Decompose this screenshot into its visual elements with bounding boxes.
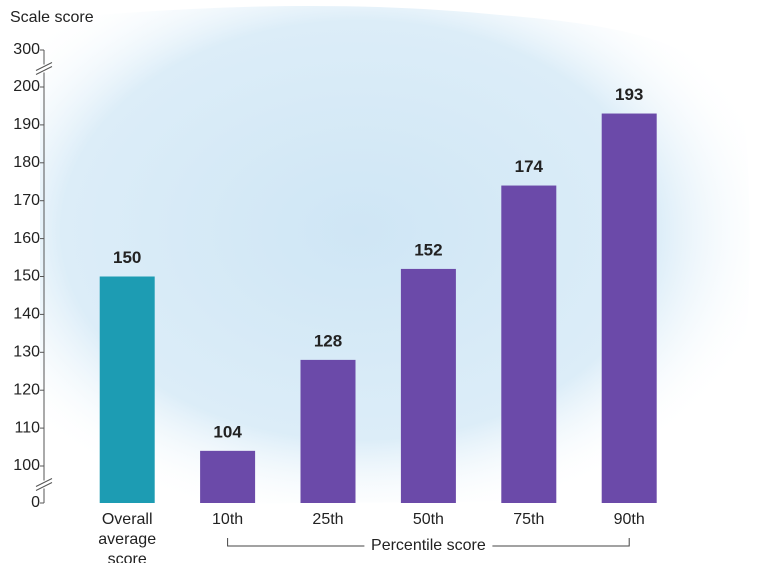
axis-break-gap (38, 64, 50, 73)
bar (400, 268, 456, 503)
y-tick-label: 150 (13, 268, 40, 285)
y-tick-label: 170 (13, 192, 40, 209)
axis-break (35, 66, 53, 75)
x-tick-label: 50th (412, 511, 444, 528)
x-tick-label: 90th (613, 511, 645, 528)
bracket (227, 538, 630, 547)
y-axis-label: Scale score (10, 9, 94, 26)
value-label: 152 (414, 240, 442, 259)
value-label: 150 (113, 248, 141, 267)
bar (99, 276, 155, 503)
axis-break (35, 62, 53, 71)
value-label: 174 (515, 157, 544, 176)
value-label: 104 (213, 422, 242, 441)
y-tick-label: 100 (13, 457, 40, 474)
x-tick-label: 75th (513, 511, 545, 528)
background-wash (40, 5, 750, 506)
y-tick-label: 160 (13, 230, 40, 247)
y-tick-label: 110 (14, 419, 40, 436)
axis-break (35, 478, 53, 487)
bar (300, 359, 356, 503)
y-tick-label: 120 (13, 381, 40, 398)
y-tick-label: 140 (13, 306, 40, 323)
x-tick-label: 10th (212, 511, 244, 528)
y-tick-label: 300 (13, 41, 40, 58)
y-tick-label: 130 (13, 344, 40, 361)
annotation: Percentile score (371, 537, 486, 554)
x-tick-label: 25th (312, 511, 344, 528)
axis-break (35, 482, 53, 491)
y-tick-label: 190 (13, 116, 40, 133)
y-tick-label: 180 (13, 154, 40, 171)
y-tick-label: 0 (31, 494, 40, 511)
value-label: 128 (314, 331, 342, 350)
bar (601, 113, 657, 503)
y-tick-label: 200 (13, 78, 40, 95)
axis-break-gap (38, 480, 50, 489)
x-tick-label: Overall average score (98, 511, 157, 563)
value-label: 193 (615, 85, 643, 104)
bar (200, 450, 256, 503)
bar (501, 185, 557, 504)
